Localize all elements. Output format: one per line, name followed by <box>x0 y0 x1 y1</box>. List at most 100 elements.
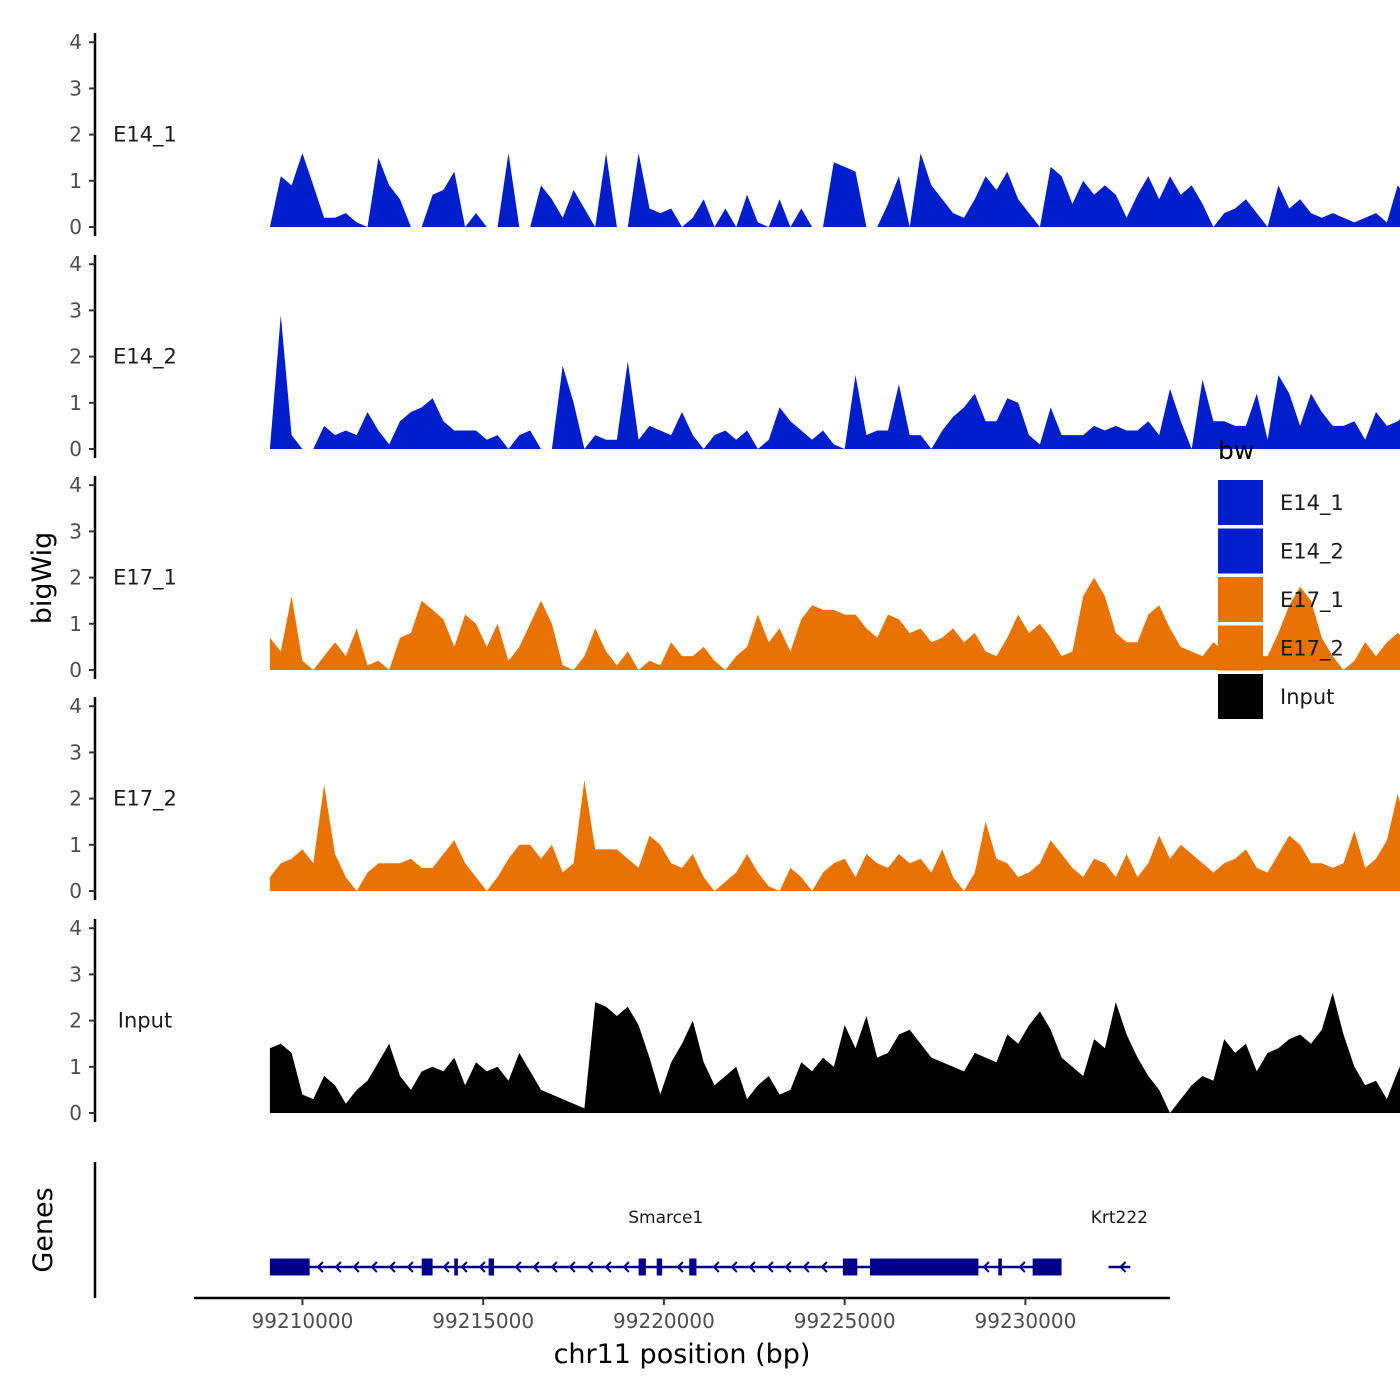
y-tick-label: 3 <box>69 76 82 100</box>
exon <box>869 1258 979 1276</box>
panel-label-e14-2: E14_2 <box>113 345 177 370</box>
strand-arrow <box>478 1261 486 1273</box>
exon <box>488 1258 495 1276</box>
legend-title: bw <box>1218 436 1254 465</box>
gene-label-smarce1: Smarce1 <box>628 1208 703 1228</box>
strand-arrow <box>532 1261 540 1273</box>
y-tick-label: 3 <box>69 740 82 764</box>
strand-arrow <box>388 1261 396 1273</box>
legend: bw E14_1 E14_2 E17_1 E17_2 Input <box>1218 436 1344 719</box>
gene-krt222: Krt222 <box>1091 1208 1148 1273</box>
legend-swatch-e17-2 <box>1218 625 1263 671</box>
gene-label-krt222: Krt222 <box>1091 1208 1148 1228</box>
strand-arrow <box>748 1261 756 1273</box>
exon <box>454 1258 458 1276</box>
y-tick-label: 1 <box>69 1055 82 1079</box>
y-tick-label: 0 <box>69 879 82 903</box>
strand-arrow <box>982 1261 990 1273</box>
y-tick-label: 3 <box>69 962 82 986</box>
legend-swatch-e14-2 <box>1218 528 1263 574</box>
panel-label-e17-2: E17_2 <box>113 787 177 812</box>
panel-label-e14-1: E14_1 <box>113 123 177 148</box>
strand-arrow <box>550 1261 558 1273</box>
y-tick-label: 4 <box>69 916 82 940</box>
strand-arrow <box>676 1261 684 1273</box>
signal-area-e14-2 <box>269 315 1400 449</box>
signal-area-e14-1 <box>269 153 1400 227</box>
y-tick-label: 4 <box>69 252 82 276</box>
y-tick-label: 1 <box>69 169 82 193</box>
legend-swatch-e17-1 <box>1218 577 1263 622</box>
legend-label-e17-1: E17_1 <box>1280 588 1344 613</box>
panel-e14-1: 0 1 2 3 4 E14_1 <box>69 30 1400 239</box>
genes-panel: Genes Smarce1 Krt222 <box>28 1162 1148 1298</box>
strand-arrow <box>442 1261 450 1273</box>
x-axis-title: chr11 position (bp) <box>554 1339 811 1370</box>
signal-area-e17-2 <box>269 780 1400 891</box>
strand-arrow <box>1119 1261 1127 1273</box>
panel-e17-2: 0 1 2 3 4 E17_2 <box>69 694 1400 903</box>
legend-swatch-input <box>1218 674 1263 719</box>
y-tick-label: 1 <box>69 391 82 415</box>
exon <box>842 1258 858 1276</box>
exon <box>998 1258 1002 1276</box>
signal-panels: 0 1 2 3 4 E14_1 0 1 2 3 4 E14_2 0 1 2 3 4 E17_1 0 1 2 3 4 E17_2… <box>69 30 1400 1125</box>
legend-swatch-e14-1 <box>1218 480 1263 525</box>
strand-arrow <box>1018 1261 1026 1273</box>
x-axis: 99210000 99215000 99220000 99225000 99230000… <box>194 1296 1170 1370</box>
strand-arrow <box>604 1261 612 1273</box>
x-ticks: 99210000 99215000 99220000 99225000 99230000 <box>252 1298 1077 1333</box>
strand-arrow <box>784 1261 792 1273</box>
strand-arrow <box>460 1261 468 1273</box>
x-tick-label: 99230000 <box>975 1309 1077 1333</box>
panel-label-e17-1: E17_1 <box>113 566 177 591</box>
y-tick-label: 4 <box>69 694 82 718</box>
strand-arrow <box>802 1261 810 1273</box>
strand-arrow <box>766 1261 774 1273</box>
y-tick-label: 1 <box>69 833 82 857</box>
panel-label-input: Input <box>118 1009 172 1033</box>
strand-arrow <box>370 1261 378 1273</box>
strand-arrow <box>712 1261 720 1273</box>
y-tick-label: 0 <box>69 658 82 682</box>
exon <box>1032 1258 1062 1276</box>
exon <box>638 1258 646 1276</box>
strand-arrow <box>730 1261 738 1273</box>
strand-arrow <box>820 1261 828 1273</box>
exon <box>656 1258 663 1276</box>
legend-label-e14-2: E14_2 <box>1280 540 1344 565</box>
gene-tracks: Smarce1 Krt222 <box>269 1208 1148 1276</box>
strand-arrow <box>568 1261 576 1273</box>
panel-e17-1: 0 1 2 3 4 E17_1 <box>69 473 1400 682</box>
y-tick-label: 2 <box>69 1009 82 1033</box>
y-tick-label: 2 <box>69 345 82 369</box>
strand-arrow <box>622 1261 630 1273</box>
exon <box>421 1258 433 1276</box>
y-tick-label: 2 <box>69 123 82 147</box>
y-tick-label: 0 <box>69 1101 82 1125</box>
y-axis-title: bigWig <box>27 532 58 625</box>
y-tick-label: 0 <box>69 215 82 239</box>
panel-e14-2: 0 1 2 3 4 E14_2 <box>69 252 1400 461</box>
x-tick-label: 99220000 <box>613 1309 715 1333</box>
y-tick-label: 4 <box>69 30 82 54</box>
x-tick-label: 99210000 <box>252 1309 354 1333</box>
strand-arrow <box>334 1261 342 1273</box>
y-tick-label: 3 <box>69 519 82 543</box>
y-tick-label: 4 <box>69 473 82 497</box>
legend-label-input: Input <box>1280 685 1334 709</box>
legend-items: E14_1 E14_2 E17_1 E17_2 Input <box>1218 480 1344 719</box>
strand-arrow <box>586 1261 594 1273</box>
x-tick-label: 99215000 <box>432 1309 534 1333</box>
x-tick-label: 99225000 <box>794 1309 896 1333</box>
panel-input: 0 1 2 3 4 Input <box>69 916 1400 1125</box>
signal-area-input <box>269 992 1400 1113</box>
y-tick-label: 3 <box>69 298 82 322</box>
strand-arrow <box>352 1261 360 1273</box>
y-tick-label: 2 <box>69 787 82 811</box>
exon <box>269 1258 310 1276</box>
legend-label-e14-1: E14_1 <box>1280 491 1344 516</box>
gene-smarce1: Smarce1 <box>269 1208 1062 1276</box>
signal-area-e17-1 <box>269 577 1400 670</box>
